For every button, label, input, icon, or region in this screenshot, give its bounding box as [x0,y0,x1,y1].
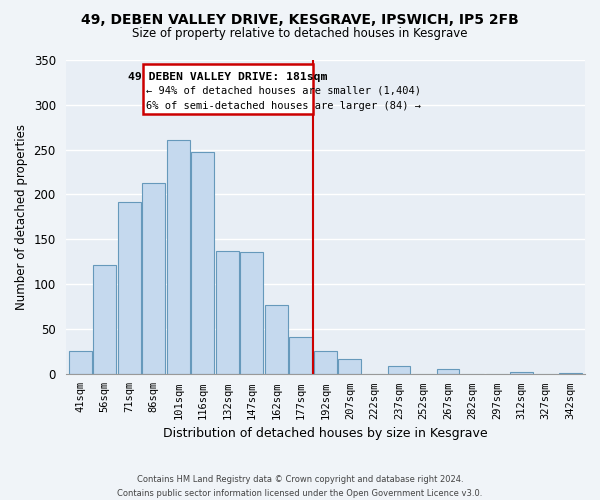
Bar [167,140,190,374]
Bar [265,306,287,374]
Text: Contains HM Land Registry data © Crown copyright and database right 2024.
Contai: Contains HM Land Registry data © Crown c… [118,476,482,498]
Bar [94,265,116,374]
FancyBboxPatch shape [143,64,313,114]
Bar [142,182,165,374]
Bar [118,202,140,374]
Text: Size of property relative to detached houses in Kesgrave: Size of property relative to detached ho… [132,28,468,40]
Bar [510,372,533,374]
Bar [289,337,312,374]
Bar [388,366,410,374]
Bar [216,251,239,374]
Bar [241,252,263,374]
Text: 49, DEBEN VALLEY DRIVE, KESGRAVE, IPSWICH, IP5 2FB: 49, DEBEN VALLEY DRIVE, KESGRAVE, IPSWIC… [81,12,519,26]
Text: 6% of semi-detached houses are larger (84) →: 6% of semi-detached houses are larger (8… [146,101,421,111]
Bar [437,369,459,374]
Y-axis label: Number of detached properties: Number of detached properties [15,124,28,310]
Text: 49 DEBEN VALLEY DRIVE: 181sqm: 49 DEBEN VALLEY DRIVE: 181sqm [128,72,328,82]
Bar [559,372,581,374]
Bar [191,152,214,374]
X-axis label: Distribution of detached houses by size in Kesgrave: Distribution of detached houses by size … [163,427,488,440]
Text: ← 94% of detached houses are smaller (1,404): ← 94% of detached houses are smaller (1,… [146,85,421,95]
Bar [314,351,337,374]
Bar [338,359,361,374]
Bar [69,351,92,374]
